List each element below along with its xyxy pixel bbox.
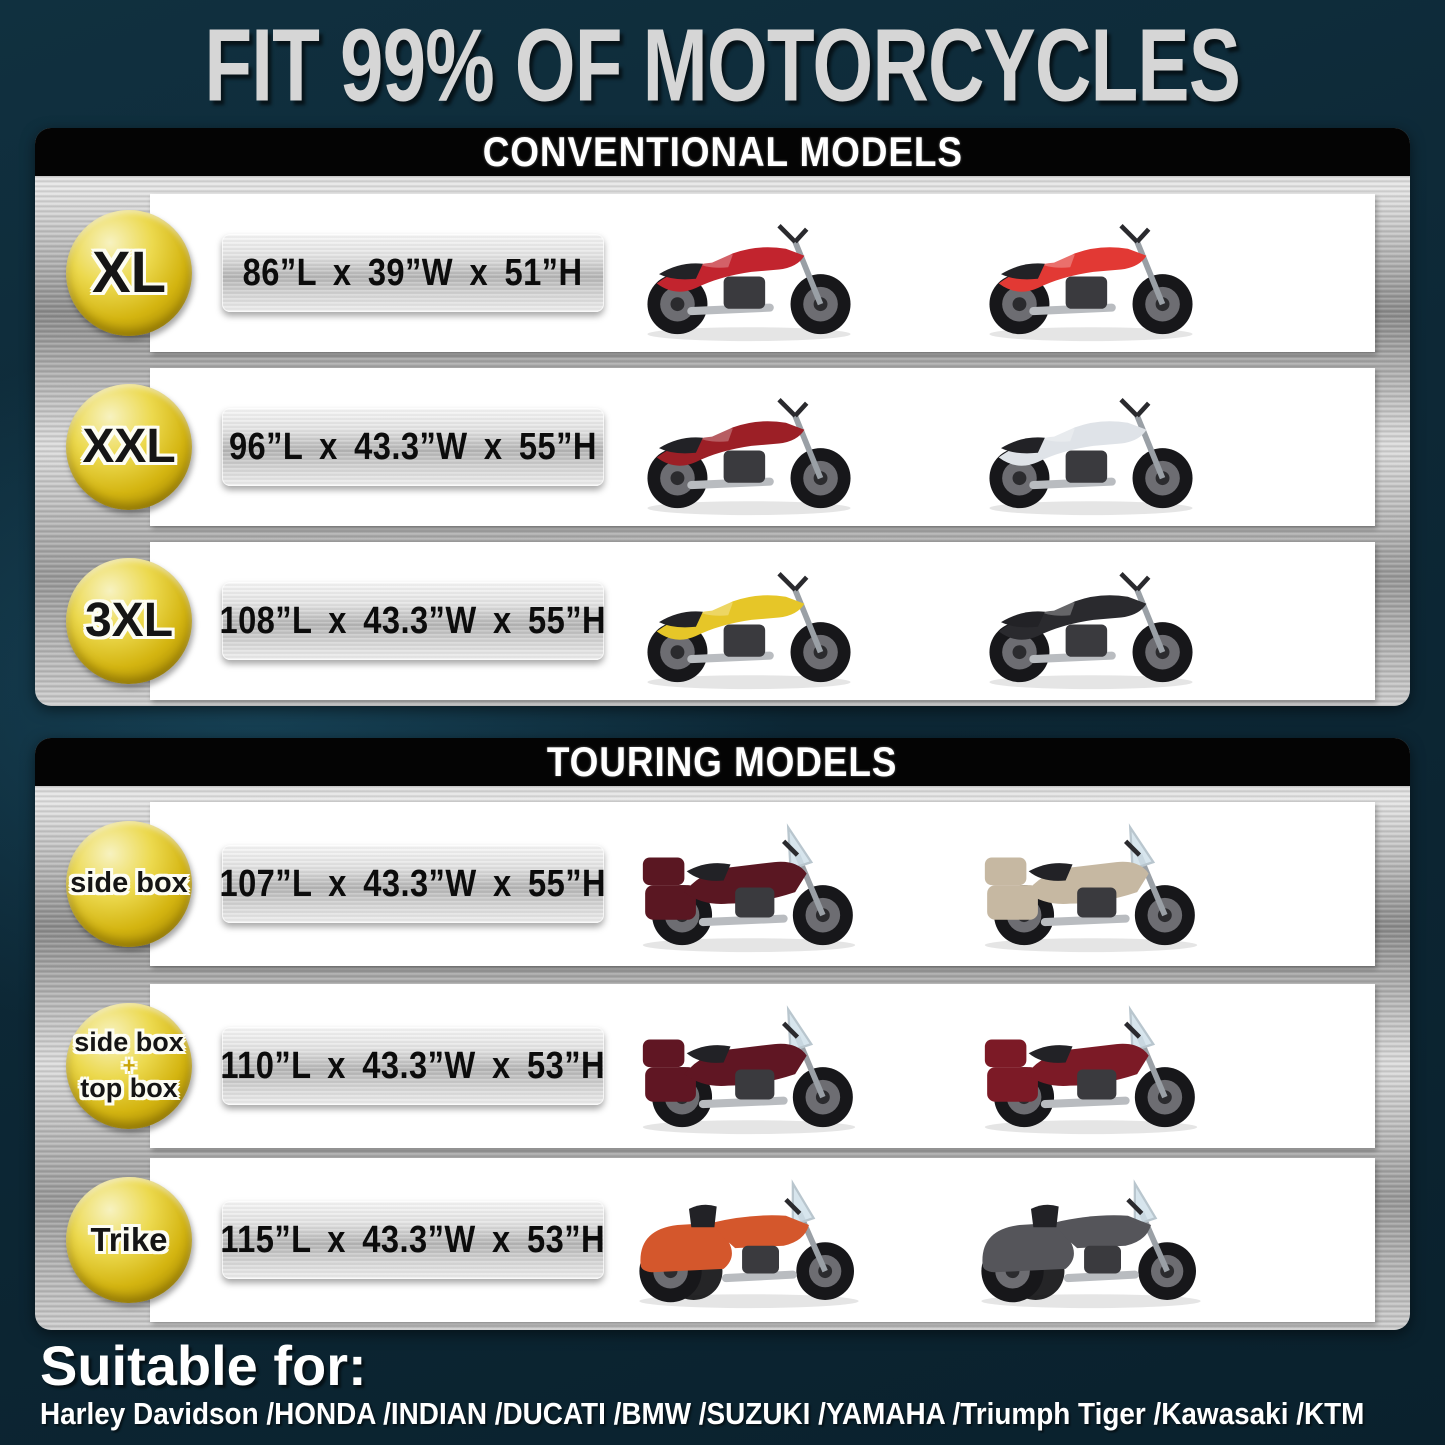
red-adventure-scooter-icon [574, 198, 924, 348]
dimension-text-side-box-top-box: 110”L x 43.3”W x 53”H [220, 1044, 606, 1087]
maroon-touring-windshield-bike-icon [574, 809, 924, 959]
size-badge-side-box-label: side box [70, 867, 188, 900]
dimension-bar-xl: 86”L x 39”W x 51”H [222, 234, 604, 312]
size-badge-xxl: XXL [66, 384, 192, 510]
conventional-models-header: CONVENTIONAL MODELS [35, 128, 1410, 176]
dark-gray-trike-icon [916, 1165, 1266, 1315]
size-badge-line-top-box: top box [80, 1073, 178, 1104]
conventional-models-panel: CONVENTIONAL MODELS XL 86”L x 39”W x 51”… [35, 128, 1410, 706]
touring-models-panel: TOURING MODELS side box 107”L x 43.3”W x… [35, 738, 1410, 1330]
size-row-side-box: side box 107”L x 43.3”W x 55”H [66, 802, 1375, 966]
dimension-text-side-box: 107”L x 43.3”W x 55”H [219, 862, 607, 905]
touring-models-header-text: TOURING MODELS [547, 738, 898, 785]
yellow-chopper-icon [574, 546, 924, 696]
size-badge-line-plus: + [122, 1052, 136, 1078]
size-row-3xl: 3XL 108”L x 43.3”W x 55”H [66, 542, 1375, 700]
conventional-models-header-text: CONVENTIONAL MODELS [482, 128, 963, 175]
dark-red-gold-wing-icon [916, 991, 1266, 1141]
dimension-bar-side-box-top-box: 110”L x 43.3”W x 53”H [220, 1027, 606, 1105]
red-black-cruiser-icon [574, 372, 924, 522]
size-badge-3xl: 3XL [66, 558, 192, 684]
page-title-text: FIT 99% OF MOTORCYCLES [204, 8, 1242, 123]
size-badge-xxl-label: XXL [82, 420, 176, 474]
size-badge-side-box-top-box: side box + top box [66, 1003, 192, 1129]
size-row-trike: Trike 115”L x 43.3”W x 53”H [66, 1158, 1375, 1322]
size-badge-trike-label: Trike [90, 1221, 168, 1259]
dimension-bar-side-box: 107”L x 43.3”W x 55”H [219, 845, 607, 923]
dimension-bar-trike: 115”L x 43.3”W x 53”H [220, 1201, 606, 1279]
size-badge-side-box: side box [66, 821, 192, 947]
dimension-text-trike: 115”L x 43.3”W x 53”H [220, 1218, 606, 1261]
orange-gold-wing-trike-icon [574, 1165, 924, 1315]
dimension-bar-xxl: 96”L x 43.3”W x 55”H [222, 408, 604, 486]
dimension-bar-3xl: 108”L x 43.3”W x 55”H [219, 582, 607, 660]
size-badge-trike: Trike [66, 1177, 192, 1303]
white-blue-adventure-bike-icon [916, 372, 1266, 522]
size-row-xl: XL 86”L x 39”W x 51”H [66, 194, 1375, 352]
dimension-text-3xl: 108”L x 43.3”W x 55”H [219, 599, 607, 642]
touring-models-header: TOURING MODELS [35, 738, 1410, 786]
maroon-full-dresser-touring-icon [574, 991, 924, 1141]
size-row-side-box-top-box: side box + top box 110”L x 43.3”W x 53”H [66, 984, 1375, 1148]
size-badge-3xl-label: 3XL [84, 594, 174, 648]
size-badge-line-side-box: side box [74, 1026, 184, 1057]
compatible-brands-list: Harley Davidson /HONDA /INDIAN /DUCATI /… [40, 1396, 1365, 1431]
black-cruiser-icon [916, 546, 1266, 696]
size-badge-xl-label: XL [91, 240, 167, 306]
page-title: FIT 99% OF MOTORCYCLES [0, 8, 1445, 122]
size-badge-xl: XL [66, 210, 192, 336]
red-dirt-bike-icon [916, 198, 1266, 348]
dimension-text-xl: 86”L x 39”W x 51”H [243, 251, 583, 294]
suitable-for-heading: Suitable for: [40, 1334, 367, 1397]
beige-touring-bagger-icon [916, 809, 1266, 959]
size-row-xxl: XXL 96”L x 43.3”W x 55”H [66, 368, 1375, 526]
dimension-text-xxl: 96”L x 43.3”W x 55”H [229, 425, 597, 468]
